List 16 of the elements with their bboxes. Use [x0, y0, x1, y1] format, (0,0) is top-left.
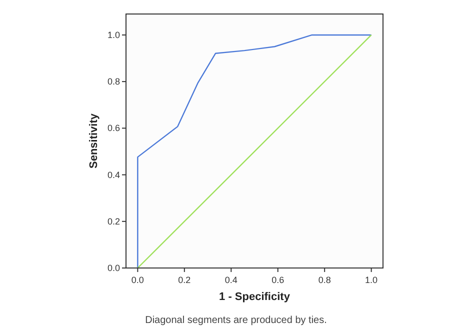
- line-series: [137, 34, 372, 269]
- x-tick-label: 0.0: [131, 275, 144, 285]
- y-tick-label: 0.6: [107, 123, 120, 134]
- text: Diagonal segments are produced by ties.: [145, 315, 327, 326]
- x-tick-label: 1.0: [365, 275, 378, 285]
- x-tick-label: 0.4: [224, 275, 238, 285]
- y-tick-label: 0.2: [107, 216, 120, 226]
- y-tick-label: 1.0: [107, 30, 120, 40]
- y-tick-label: 0.8: [107, 76, 120, 87]
- x-tick-label: 0.6: [272, 275, 284, 285]
- x-tick-label: 0.2: [178, 275, 191, 285]
- x-axis-title: 1 - Specificity: [219, 291, 291, 303]
- y-axis-title: Sensitivity: [88, 112, 100, 169]
- y-tick-label: 0.4: [107, 170, 120, 180]
- x-tick-label: 0.8: [318, 275, 331, 285]
- y-tick-label: 0.0: [107, 263, 120, 273]
